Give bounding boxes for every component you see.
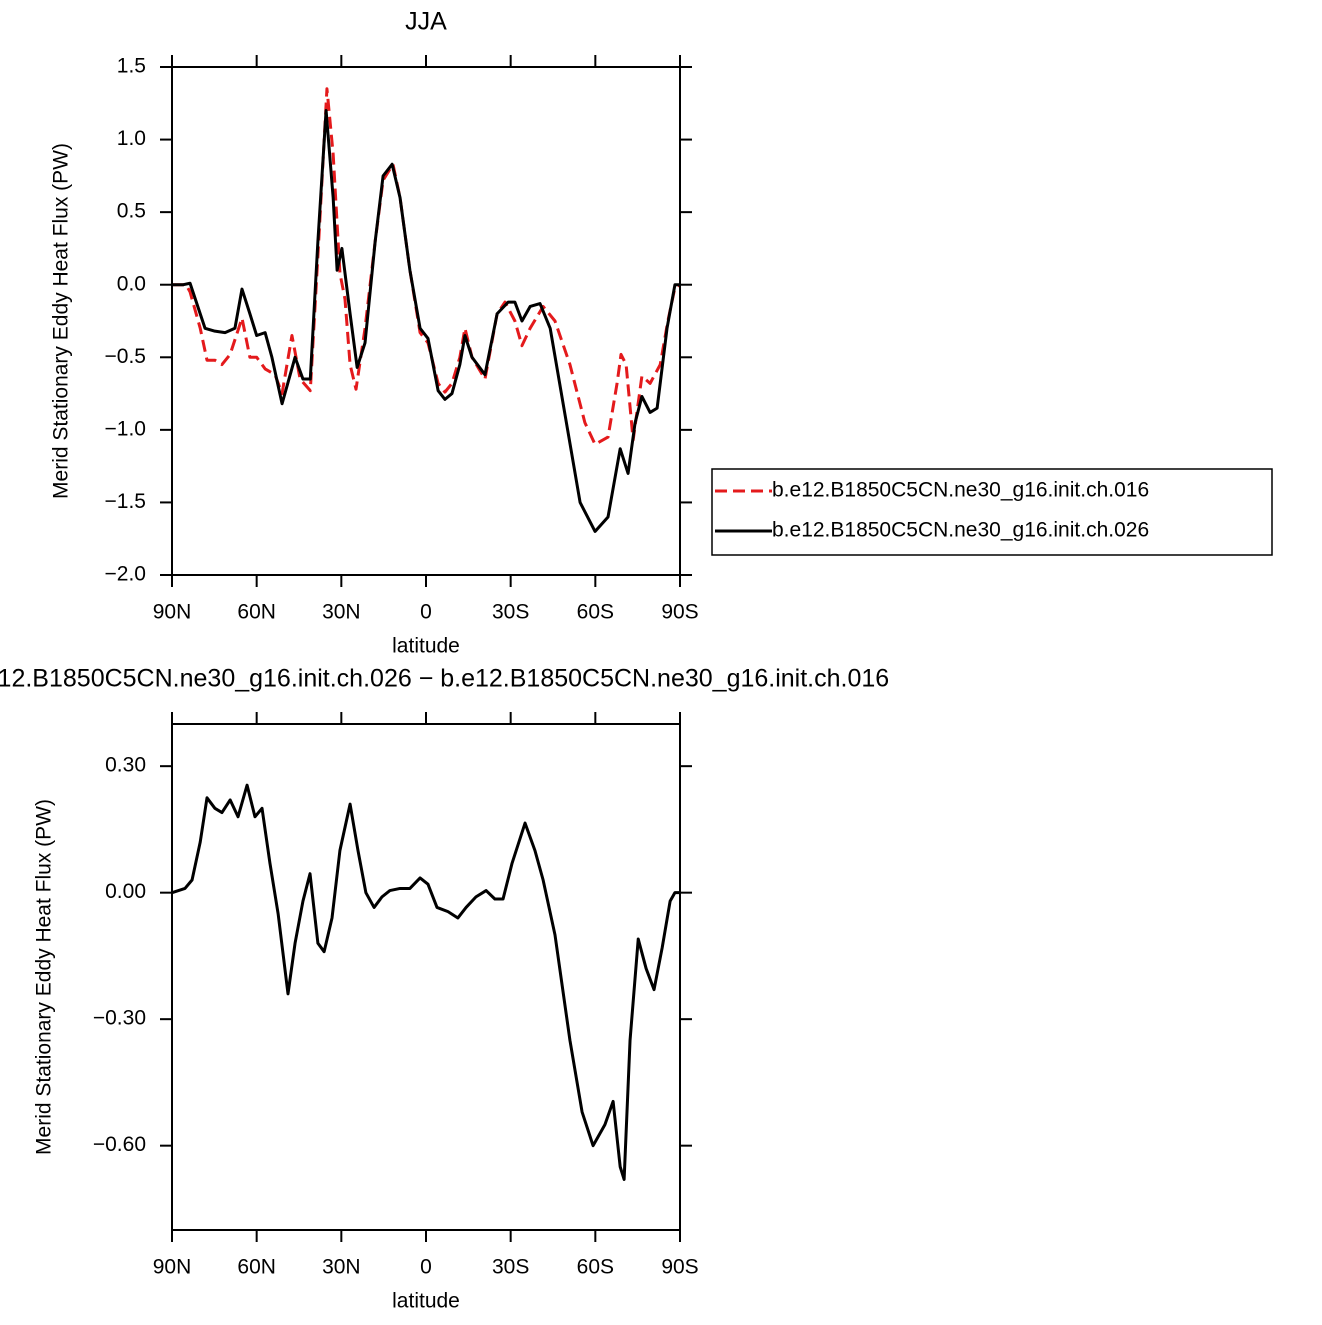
y-tick-label: −0.60 [93, 1133, 146, 1156]
x-tick-label: 60S [577, 601, 614, 624]
x-tick-label: 30N [322, 601, 361, 624]
legend-box [711, 468, 1273, 556]
x-tick-label: 0 [420, 601, 432, 624]
legend-label: b.e12.B1850C5CN.ne30_g16.init.ch.026 [772, 519, 1149, 542]
y-tick-label: 0.00 [105, 880, 146, 903]
x-tick-label: 60S [577, 1256, 614, 1279]
y-tick-label: −2.0 [105, 563, 146, 586]
x-tick-label: 0 [420, 1256, 432, 1279]
y-tick-label: −1.5 [105, 490, 146, 513]
data-line [172, 109, 680, 533]
x-axis-label: latitude [392, 1290, 460, 1313]
y-axis-label: Merid Stationary Eddy Heat Flux (PW) [50, 143, 73, 499]
chart-title: b.e12.B1850C5CN.ne30_g16.init.ch.026 − b… [0, 665, 889, 693]
x-tick-label: 90S [661, 601, 698, 624]
x-axis-label: latitude [392, 635, 460, 658]
y-tick-label: 1.5 [117, 55, 146, 78]
data-line [171, 783, 680, 1181]
y-tick-label: 1.0 [117, 127, 146, 150]
y-tick-label: −0.30 [93, 1007, 146, 1030]
x-tick-label: 90S [661, 1256, 698, 1279]
y-tick-label: 0.30 [105, 754, 146, 777]
legend-label: b.e12.B1850C5CN.ne30_g16.init.ch.016 [772, 479, 1149, 502]
x-tick-label: 90N [153, 1256, 192, 1279]
y-tick-label: 0.0 [117, 272, 146, 295]
data-line [172, 87, 681, 446]
y-tick-label: −1.0 [105, 417, 146, 440]
y-tick-label: 0.5 [117, 200, 146, 223]
plot-frame [171, 66, 681, 576]
x-tick-label: 30N [322, 1256, 361, 1279]
chart-title: JJA [405, 8, 447, 36]
x-tick-label: 60N [237, 601, 276, 624]
x-tick-label: 30S [492, 1256, 529, 1279]
x-tick-label: 60N [237, 1256, 276, 1279]
y-tick-label: −0.5 [105, 345, 146, 368]
y-axis-label: Merid Stationary Eddy Heat Flux (PW) [33, 799, 56, 1155]
x-tick-label: 30S [492, 601, 529, 624]
plot-frame [171, 723, 681, 1231]
x-tick-label: 90N [153, 601, 192, 624]
